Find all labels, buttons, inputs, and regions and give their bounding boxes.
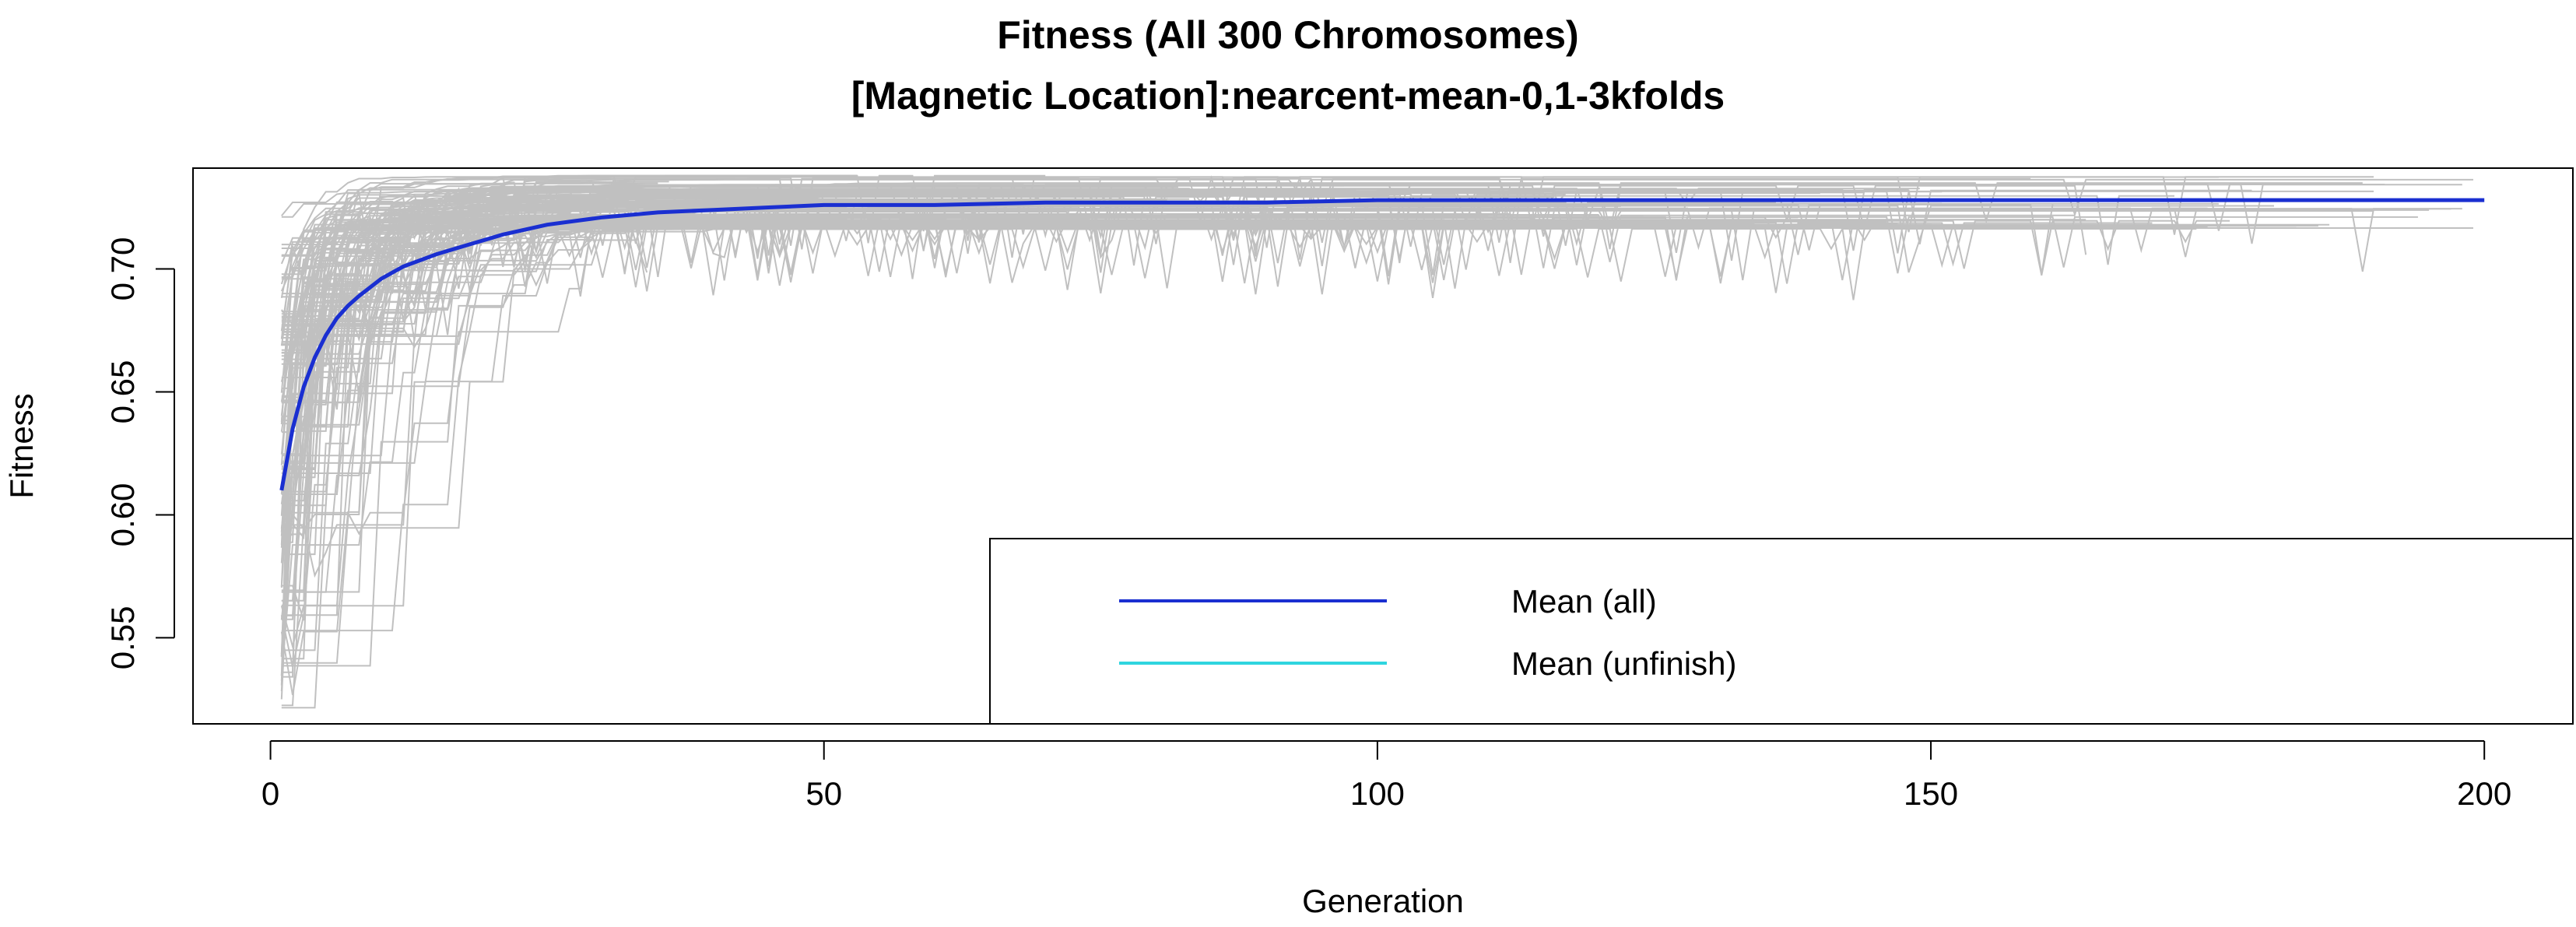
series-line-0 (279, 198, 2485, 491)
chromosome-line (281, 216, 2418, 578)
chromosome-line (280, 174, 858, 700)
x-tick-label: 200 (2457, 775, 2511, 812)
chromosome-line (281, 228, 2197, 321)
legend-box (989, 538, 2574, 725)
legend-label-mean-unfinish: Mean (unfinish) (1511, 645, 1736, 682)
chromosome-line (280, 216, 1377, 382)
y-tick-label: 0.65 (104, 360, 141, 424)
chromosome-line (280, 184, 2385, 546)
chromosome-line (281, 178, 614, 230)
y-axis-label: Fitness (3, 393, 40, 498)
chromosome-line (281, 224, 1112, 500)
chromosome-lines (280, 174, 2473, 709)
y-tick-label: 0.60 (104, 483, 141, 547)
chromosome-line (281, 182, 658, 257)
chromosome-line (280, 209, 1521, 676)
legend: Mean (all) Mean (unfinish) (989, 538, 2574, 725)
y-tick-label: 0.55 (104, 606, 141, 670)
chromosome-line (281, 223, 2330, 592)
chart-title: Fitness (All 300 Chromosomes) (997, 13, 1578, 57)
chromosome-line (281, 188, 1920, 495)
y-axis: 0.55 0.60 0.65 0.70 (104, 237, 175, 670)
chromosome-line (280, 225, 2318, 536)
chart-subtitle: [Magnetic Location]:nearcent-mean-0,1-3k… (851, 74, 1725, 118)
chromosome-line (280, 178, 2473, 657)
chromosome-line (281, 220, 1599, 389)
x-tick-label: 100 (1350, 775, 1405, 812)
chromosome-line (281, 214, 1599, 543)
chromosome-line (280, 229, 504, 402)
chromosome-line (281, 217, 1090, 464)
chromosome-line (280, 219, 2230, 676)
x-tick-label: 0 (261, 775, 279, 812)
x-axis-label: Generation (1302, 883, 1464, 919)
x-tick-label: 50 (805, 775, 842, 812)
chromosome-line (281, 177, 2031, 621)
x-axis: 0 50 100 150 200 (261, 740, 2511, 812)
chromosome-line (281, 203, 2054, 326)
x-tick-label: 150 (1904, 775, 1958, 812)
chromosome-line (280, 176, 2219, 416)
chromosome-line (281, 192, 1356, 602)
legend-label-mean-all: Mean (all) (1511, 583, 1657, 620)
chromosome-line (281, 207, 758, 275)
mean-lines (279, 198, 2485, 491)
chromosome-line (281, 184, 1433, 343)
chromosome-line (280, 208, 2451, 432)
chromosome-line (280, 208, 2462, 332)
y-tick-label: 0.70 (104, 237, 141, 301)
chromosome-line (281, 214, 2075, 283)
chromosome-line (281, 227, 2473, 389)
